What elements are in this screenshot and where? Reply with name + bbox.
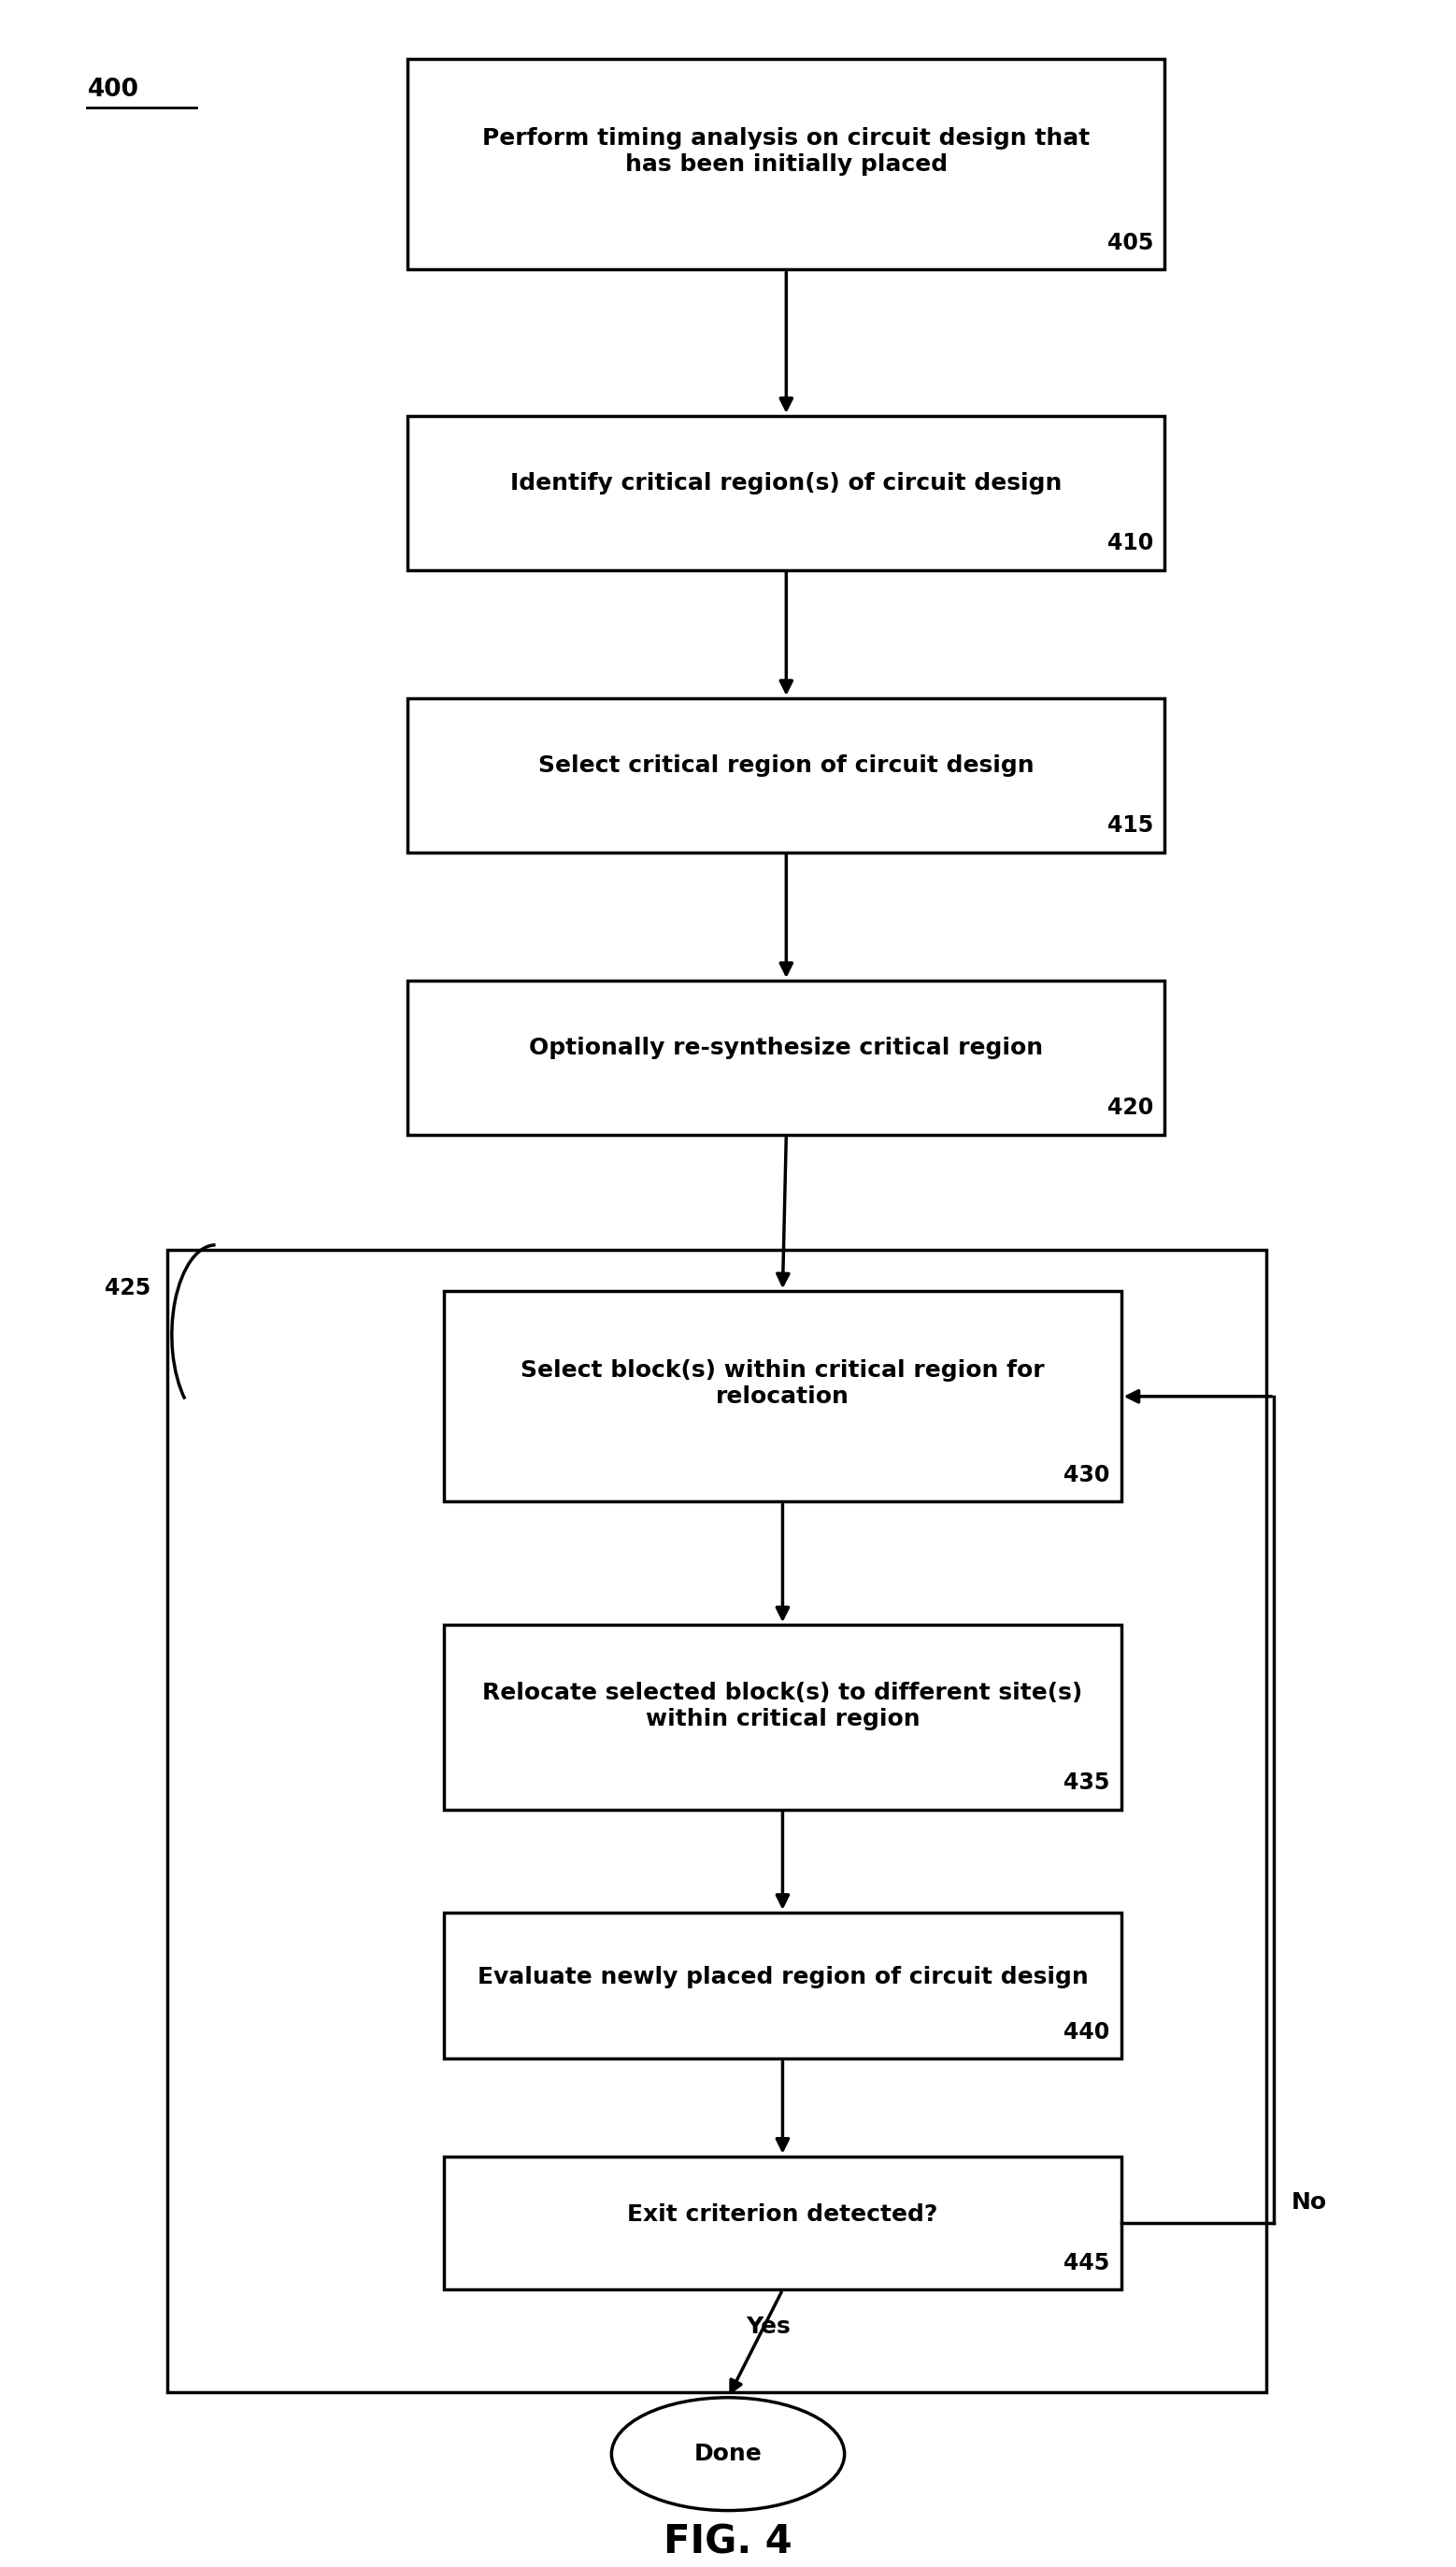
Text: Identify critical region(s) of circuit design: Identify critical region(s) of circuit d… — [511, 472, 1061, 495]
Text: 445: 445 — [1063, 2251, 1109, 2274]
FancyBboxPatch shape — [408, 59, 1165, 270]
Text: No: No — [1291, 2192, 1326, 2213]
Text: 405: 405 — [1107, 231, 1153, 254]
Text: 430: 430 — [1063, 1463, 1109, 1486]
Text: 425: 425 — [105, 1278, 151, 1299]
Text: FIG. 4: FIG. 4 — [664, 2523, 792, 2562]
FancyBboxPatch shape — [444, 1912, 1121, 2059]
FancyBboxPatch shape — [444, 2156, 1121, 2290]
Text: Perform timing analysis on circuit design that
has been initially placed: Perform timing analysis on circuit desig… — [482, 128, 1091, 177]
Text: Relocate selected block(s) to different site(s)
within critical region: Relocate selected block(s) to different … — [482, 1681, 1083, 1730]
FancyBboxPatch shape — [167, 1250, 1267, 2392]
Text: 420: 420 — [1107, 1096, 1153, 1119]
FancyBboxPatch shape — [408, 981, 1165, 1135]
Text: Select block(s) within critical region for
relocation: Select block(s) within critical region f… — [521, 1361, 1044, 1409]
Text: Done: Done — [695, 2444, 761, 2464]
Text: 410: 410 — [1107, 531, 1153, 554]
FancyBboxPatch shape — [408, 416, 1165, 570]
FancyBboxPatch shape — [444, 1291, 1121, 1502]
Text: 415: 415 — [1107, 814, 1153, 837]
Text: 435: 435 — [1063, 1771, 1109, 1794]
Text: 400: 400 — [87, 77, 138, 103]
Text: Evaluate newly placed region of circuit design: Evaluate newly placed region of circuit … — [478, 1966, 1088, 1987]
Text: Yes: Yes — [745, 2315, 791, 2339]
Text: 440: 440 — [1063, 2020, 1109, 2043]
FancyBboxPatch shape — [408, 698, 1165, 852]
Text: Optionally re-synthesize critical region: Optionally re-synthesize critical region — [529, 1037, 1044, 1060]
Text: Exit criterion detected?: Exit criterion detected? — [628, 2205, 938, 2226]
Text: Select critical region of circuit design: Select critical region of circuit design — [539, 755, 1034, 778]
Ellipse shape — [612, 2398, 844, 2511]
FancyBboxPatch shape — [444, 1625, 1121, 1810]
